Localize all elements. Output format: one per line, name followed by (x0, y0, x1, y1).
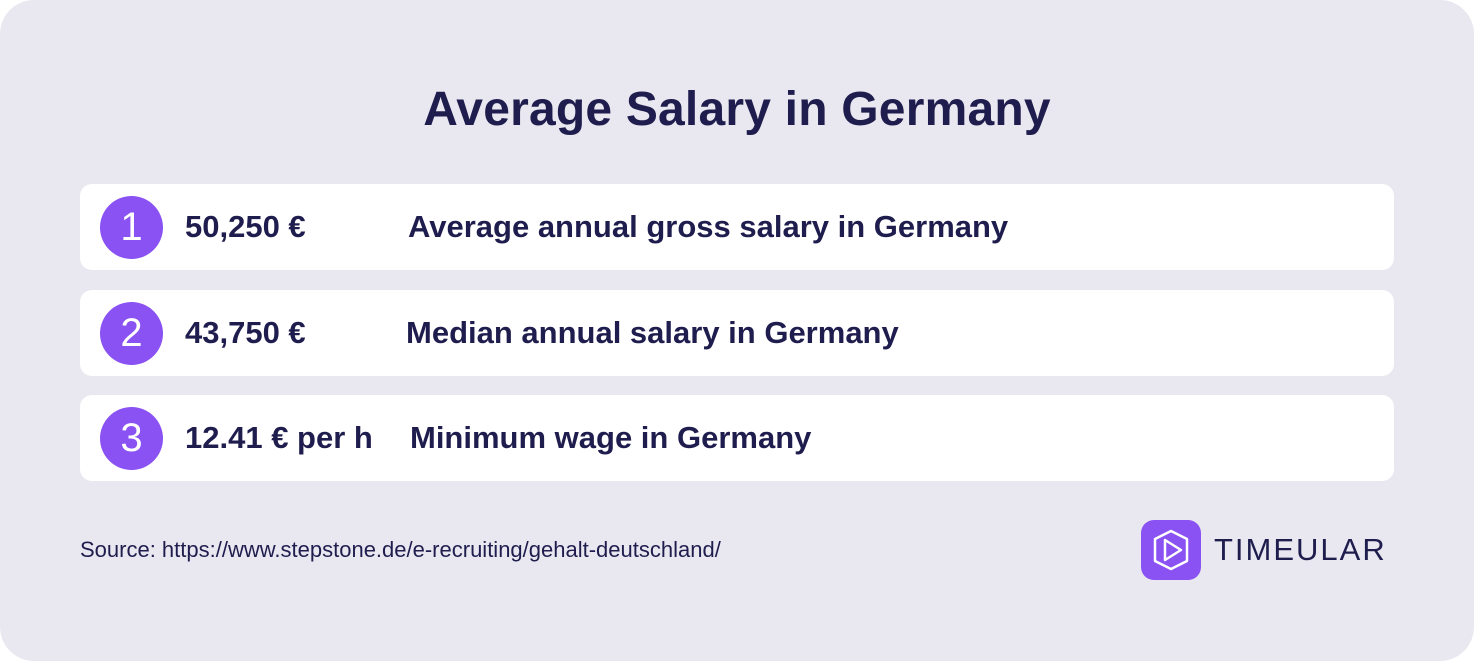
number-badge: 1 (100, 196, 163, 259)
stat-row: 3 12.41 € per h Minimum wage in Germany (80, 395, 1394, 481)
source-citation: Source: https://www.stepstone.de/e-recru… (80, 537, 721, 562)
stat-value: 12.41 € per h (185, 420, 373, 455)
stat-row: 1 50,250 € Average annual gross salary i… (80, 184, 1394, 270)
number-badge: 3 (100, 407, 163, 470)
play-hexagon-icon (1141, 520, 1201, 580)
number-badge: 2 (100, 302, 163, 365)
stat-value: 43,750 € (185, 315, 306, 350)
stat-row: 2 43,750 € Median annual salary in Germa… (80, 290, 1394, 376)
brand-logo-text: TIMEULAR (1214, 532, 1387, 567)
stat-value: 50,250 € (185, 209, 306, 244)
stat-description: Median annual salary in Germany (406, 315, 899, 350)
stat-description: Minimum wage in Germany (410, 420, 812, 455)
page-title: Average Salary in Germany (423, 83, 1051, 136)
stat-description: Average annual gross salary in Germany (408, 209, 1009, 244)
